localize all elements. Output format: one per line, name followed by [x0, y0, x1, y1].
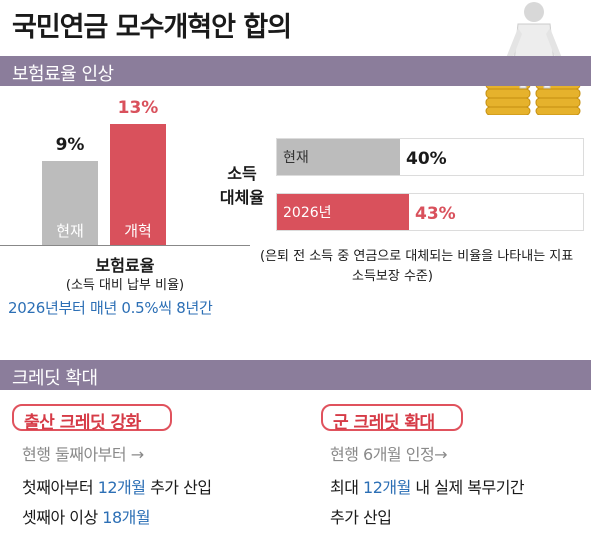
- bar-category-current: 현재: [56, 222, 84, 240]
- military-credit-heading: 군 크레딧 확대: [333, 413, 435, 433]
- replacement-rate-note-line2: 소득보장 수준): [352, 269, 433, 284]
- birth-credit-line2-c: 추가 산입: [145, 478, 212, 497]
- section-band-credit: 크레딧 확대: [0, 360, 591, 390]
- military-credit-line2: 최대 12개월 내 실제 복무기간: [330, 474, 525, 498]
- bar-reform: 개혁: [110, 124, 166, 245]
- person-head: [524, 2, 544, 22]
- military-credit-line2-c: 내 실제 복무기간: [410, 478, 525, 497]
- premium-chart-subtitle: (소득 대비 납부 비율): [65, 278, 185, 293]
- military-credit-line2-a: 최대: [330, 478, 364, 497]
- chart-baseline: [0, 245, 250, 246]
- hbar-value-current: 40%: [406, 149, 447, 169]
- page-title: 국민연금 모수개혁안 합의: [12, 12, 292, 43]
- birth-credit-line2-months: 12개월: [97, 478, 146, 497]
- bar-current: 현재: [42, 161, 98, 245]
- birth-credit-line3: 셋째아 이상 18개월: [22, 504, 151, 528]
- military-credit-line2-months: 12개월: [363, 478, 411, 497]
- section-title-credit: 크레딧 확대: [12, 368, 98, 389]
- coin-stack-left: [485, 79, 531, 115]
- birth-credit-line2-a: 첫째아부터: [22, 478, 98, 497]
- birth-credit-heading: 출산 크레딧 강화: [24, 413, 141, 433]
- military-credit-line3: 추가 산입: [330, 508, 392, 527]
- military-credit-line1: 현행 6개월 인정→: [330, 445, 448, 464]
- hbar-track-current: 현재 40%: [276, 138, 584, 176]
- hbar-category-2026: 2026년: [283, 205, 332, 221]
- premium-chart-label: 보험료율: [95, 256, 155, 275]
- bar-value-current: 9%: [55, 135, 85, 155]
- section-band-premium: 보험료율 인상: [0, 56, 591, 86]
- bar-category-reform: 개혁: [124, 222, 152, 240]
- hbar-track-2026: 2026년 43%: [276, 193, 584, 231]
- military-credit-heading-box: 군 크레딧 확대: [321, 404, 463, 433]
- section-title-premium: 보험료율 인상: [12, 64, 114, 85]
- birth-credit-heading-box: 출산 크레딧 강화: [12, 404, 172, 433]
- hbar-2026: [277, 194, 409, 230]
- bar-value-reform: 13%: [117, 98, 159, 118]
- person-arm-right: [546, 28, 562, 60]
- premium-schedule-note: 2026년부터 매년 0.5%씩 8년간: [8, 299, 213, 317]
- hbar-value-2026: 43%: [415, 204, 456, 224]
- replacement-rate-note-line1: (은퇴 전 소득 중 연금으로 대체되는 비율을 나타내는 지표: [260, 249, 574, 264]
- person-arm-left: [506, 28, 522, 60]
- premium-rate-chart: 현재 개혁 9% 13%: [0, 86, 250, 246]
- hbar-current: [277, 139, 400, 175]
- birth-credit-line2: 첫째아부터 12개월 추가 산입: [22, 474, 212, 498]
- birth-credit-line3-months: 18개월: [102, 508, 151, 527]
- hbar-category-current: 현재: [283, 150, 309, 166]
- birth-credit-line3-a: 셋째아 이상: [22, 508, 103, 527]
- birth-credit-line1: 현행 둘째아부터 →: [22, 445, 144, 464]
- replacement-rate-title: 소득 대체율: [219, 164, 265, 207]
